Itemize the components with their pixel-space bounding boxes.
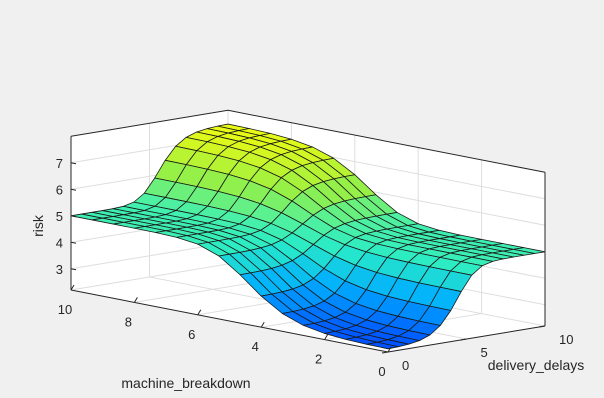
z-tick-label: 6 bbox=[56, 182, 63, 197]
top-edge-right bbox=[227, 109, 546, 173]
z-tick bbox=[70, 162, 77, 165]
x-tick-label: 5 bbox=[481, 345, 488, 360]
x-axis-label: delivery_delays bbox=[488, 357, 585, 373]
y-tick-label: 4 bbox=[252, 339, 259, 354]
z-tick bbox=[70, 241, 77, 244]
x-tick bbox=[538, 325, 546, 328]
y-tick bbox=[387, 346, 392, 353]
z-tick-label: 5 bbox=[56, 209, 63, 224]
x-tick-label: 0 bbox=[402, 358, 409, 373]
z-axis-label: risk bbox=[30, 214, 46, 237]
y-tick-label: 8 bbox=[125, 314, 132, 329]
y-tick-label: 2 bbox=[315, 352, 322, 367]
y-tick bbox=[324, 334, 329, 340]
y-tick-label: 10 bbox=[58, 302, 72, 317]
x-tick-label: 10 bbox=[559, 332, 573, 347]
x-tick bbox=[460, 338, 467, 341]
z-tick-label: 3 bbox=[56, 262, 63, 277]
y-tick-label: 0 bbox=[378, 364, 385, 379]
y-tick bbox=[70, 284, 75, 291]
y-tick-label: 6 bbox=[188, 327, 195, 342]
y-tick bbox=[197, 309, 202, 316]
tick-labels: 3 4 5 6 7 0 2 4 6 8 10 0 5 10 bbox=[56, 156, 574, 379]
y-axis-line bbox=[70, 289, 389, 353]
y-tick bbox=[133, 297, 138, 303]
z-tick bbox=[70, 215, 77, 218]
x-tick bbox=[381, 351, 389, 354]
z-tick-label: 4 bbox=[56, 235, 63, 250]
top-edge-left bbox=[70, 109, 229, 137]
axis-lines bbox=[70, 109, 546, 354]
z-tick bbox=[70, 268, 77, 271]
risk-surface bbox=[70, 123, 546, 350]
z-tick bbox=[70, 188, 77, 191]
z-tick-label: 7 bbox=[56, 156, 63, 171]
y-axis-label: machine_breakdown bbox=[121, 375, 250, 391]
y-tick bbox=[260, 321, 265, 328]
